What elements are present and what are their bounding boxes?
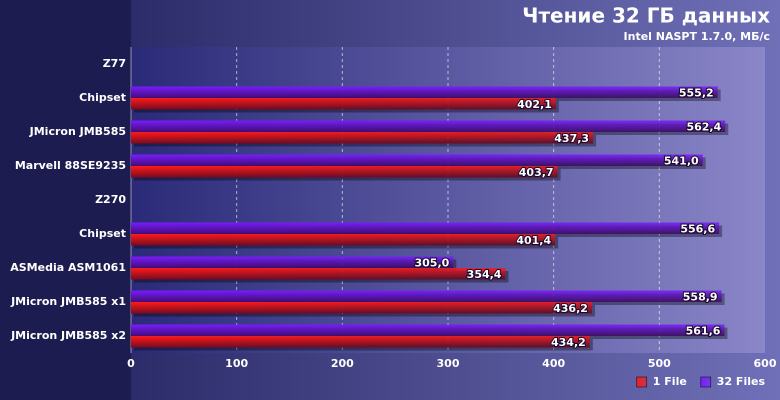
bar-shade bbox=[131, 166, 558, 178]
y-tick-label: ASMedia ASM1061 bbox=[10, 261, 126, 274]
x-tick-label: 500 bbox=[648, 357, 671, 370]
y-tick-label: JMicron JMB585 x2 bbox=[10, 329, 126, 342]
bar-shade bbox=[131, 132, 594, 144]
legend-label: 32 Files bbox=[717, 375, 766, 388]
y-tick-label: Marvell 88SE9235 bbox=[15, 159, 126, 172]
value-label: 402,1 bbox=[517, 98, 552, 111]
value-label: 558,9 bbox=[683, 290, 718, 303]
value-label: 436,2 bbox=[553, 302, 588, 315]
bar-shade bbox=[131, 268, 506, 280]
value-label: 305,0 bbox=[414, 256, 449, 269]
x-tick-label: 200 bbox=[331, 357, 354, 370]
chart-title: Чтение 32 ГБ данных bbox=[522, 4, 770, 28]
chart-subtitle: Intel NASPT 1.7.0, МБ/с bbox=[624, 30, 770, 43]
x-tick-label: 300 bbox=[437, 357, 460, 370]
x-tick-label: 100 bbox=[225, 357, 248, 370]
bar-shade bbox=[131, 290, 722, 302]
value-label: 434,2 bbox=[551, 336, 586, 349]
y-tick-label: JMicron JMB585 bbox=[29, 125, 126, 138]
label-panel bbox=[0, 0, 131, 400]
bar-shade bbox=[131, 98, 556, 110]
y-tick-label: JMicron JMB585 x1 bbox=[10, 295, 126, 308]
value-label: 354,4 bbox=[467, 268, 502, 281]
y-tick-label: Chipset bbox=[79, 227, 126, 240]
value-label: 555,2 bbox=[679, 86, 714, 99]
bar-shade bbox=[131, 256, 454, 268]
legend-swatch bbox=[700, 376, 712, 388]
y-tick-label: Chipset bbox=[79, 91, 126, 104]
bar-shade bbox=[131, 120, 726, 132]
legend-label: 1 File bbox=[653, 375, 687, 388]
bar-shade bbox=[131, 234, 556, 246]
value-label: 561,6 bbox=[686, 324, 721, 337]
value-label: 437,3 bbox=[554, 132, 589, 145]
y-tick-label: Z77 bbox=[103, 57, 126, 70]
x-tick-label: 600 bbox=[754, 357, 777, 370]
value-label: 562,4 bbox=[686, 120, 721, 133]
bar-shade bbox=[131, 324, 725, 336]
bar-shade bbox=[131, 154, 703, 166]
x-tick-label: 400 bbox=[542, 357, 565, 370]
value-label: 403,7 bbox=[519, 166, 554, 179]
bar-shade bbox=[131, 222, 720, 234]
bar-shade bbox=[131, 86, 718, 98]
value-label: 401,4 bbox=[516, 234, 551, 247]
value-label: 541,0 bbox=[664, 154, 699, 167]
value-label: 556,6 bbox=[680, 222, 715, 235]
legend-swatch bbox=[636, 376, 648, 388]
x-tick-label: 0 bbox=[127, 357, 135, 370]
bar-shade bbox=[131, 302, 592, 314]
bar-shade bbox=[131, 336, 590, 348]
y-tick-label: Z270 bbox=[95, 193, 126, 206]
